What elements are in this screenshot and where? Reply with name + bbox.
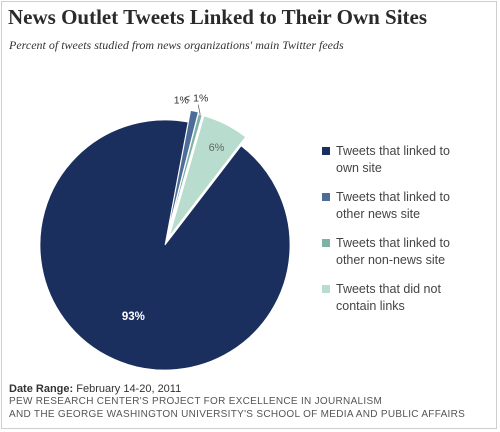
data-label: < 1% bbox=[184, 93, 208, 105]
legend-item-other-news-site: Tweets that linked to other news site bbox=[322, 189, 492, 235]
leader-line bbox=[197, 104, 201, 115]
pie-slice bbox=[167, 113, 203, 236]
legend-swatch bbox=[322, 193, 330, 201]
data-label: 93% bbox=[122, 311, 145, 323]
legend-swatch bbox=[322, 239, 330, 247]
data-label: 1% bbox=[174, 94, 189, 106]
pie-slice bbox=[167, 109, 199, 234]
chart-title: News Outlet Tweets Linked to Their Own S… bbox=[8, 5, 428, 29]
legend-label: Tweets that did not contain links bbox=[336, 282, 441, 313]
legend-item-other-non-news-site: Tweets that linked to other non-news sit… bbox=[322, 235, 492, 281]
date-range-value: February 14-20, 2011 bbox=[76, 383, 182, 395]
pie-slice bbox=[169, 115, 247, 237]
legend-label: Tweets that linked to own site bbox=[336, 144, 450, 175]
date-range: Date Range: February 14-20, 2011 bbox=[9, 383, 465, 395]
legend-label: Tweets that linked to other news site bbox=[336, 190, 450, 221]
pie-slice bbox=[39, 119, 291, 371]
legend-item-no-links: Tweets that did not contain links bbox=[322, 281, 492, 327]
legend-label: Tweets that linked to other non-news sit… bbox=[336, 236, 450, 267]
legend: Tweets that linked to own site Tweets th… bbox=[322, 143, 492, 327]
chart-subtitle: Percent of tweets studied from news orga… bbox=[9, 38, 344, 52]
source-line-1: PEW RESEARCH CENTER'S PROJECT FOR EXCELL… bbox=[9, 396, 383, 407]
legend-item-own-site: Tweets that linked to own site bbox=[322, 143, 492, 189]
footer: Date Range: February 14-20, 2011 PEW RES… bbox=[9, 383, 465, 421]
legend-swatch bbox=[322, 285, 330, 293]
source-line-2: AND THE GEORGE WASHINGTON UNIVERSITY'S S… bbox=[9, 409, 466, 420]
date-range-label: Date Range: bbox=[9, 383, 74, 395]
data-label: 6% bbox=[209, 142, 225, 154]
legend-swatch bbox=[322, 147, 330, 155]
